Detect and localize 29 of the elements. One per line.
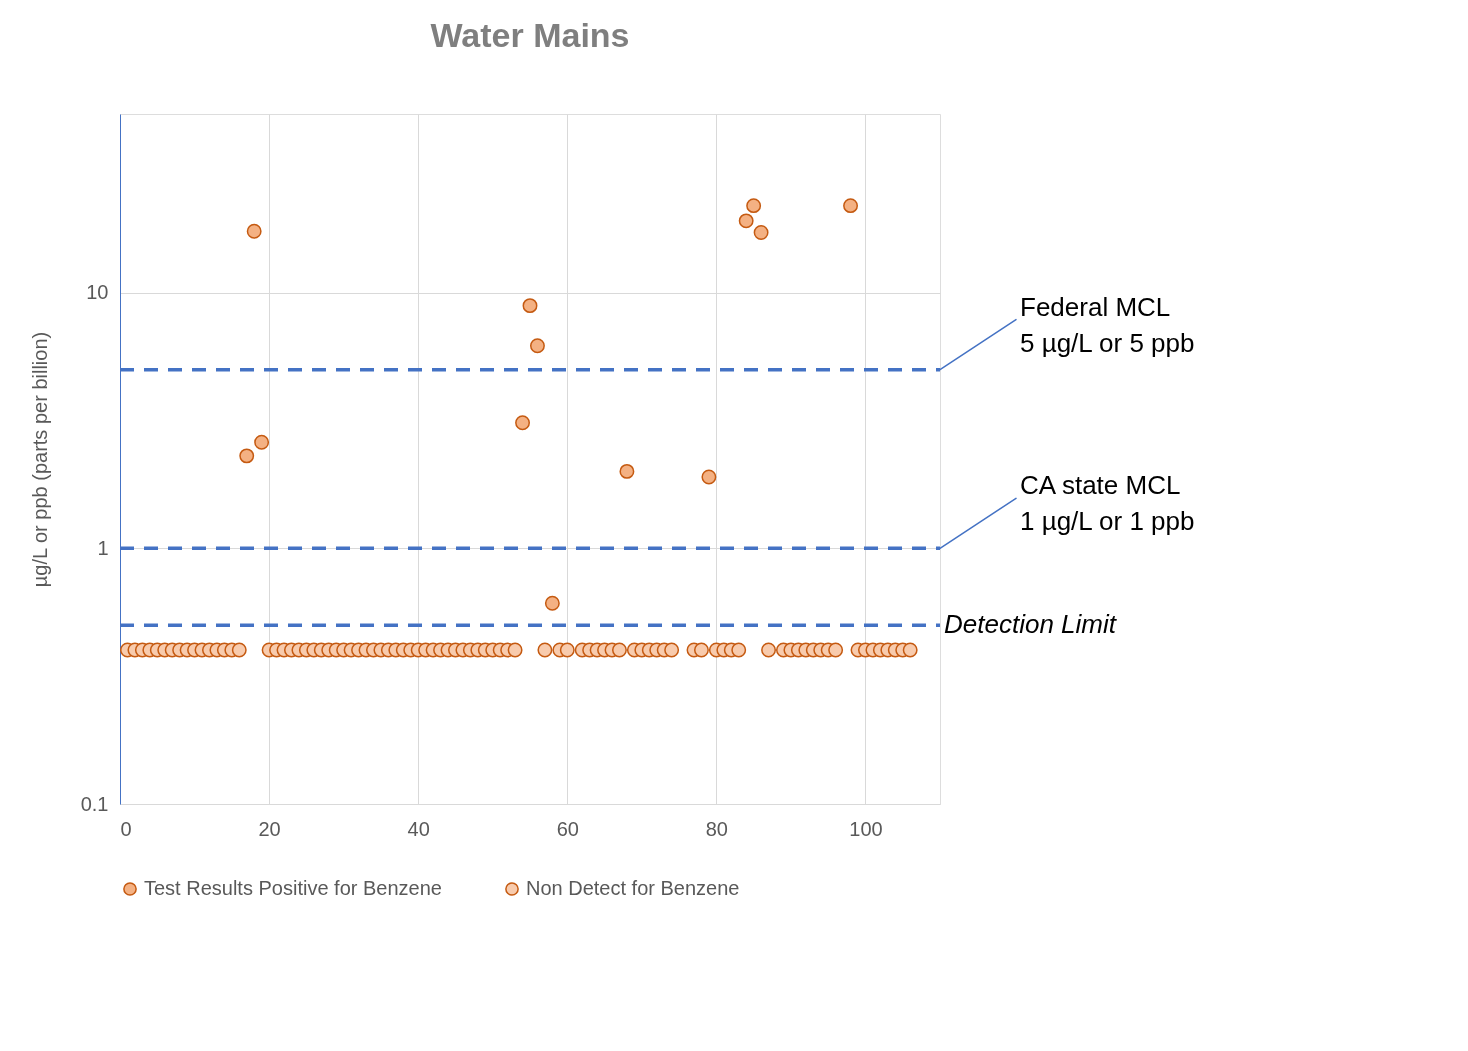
x-tick-label: 0: [120, 817, 132, 840]
x-tick-label: 100: [849, 817, 883, 840]
x-tick-label: 40: [407, 817, 430, 840]
point: [753, 225, 769, 240]
chart-title: Water Mains: [430, 16, 630, 54]
point: [239, 448, 255, 464]
x-tick-label: 20: [258, 817, 281, 840]
ref-line-label: CA state MCL 1 µg/L or 1 ppb: [1020, 470, 1195, 537]
point: [738, 213, 754, 229]
point: [254, 434, 270, 450]
point: [619, 463, 635, 479]
y-tick-label: 10: [86, 281, 109, 304]
ref-line-label: Detection Limit: [944, 609, 1118, 640]
point: [530, 338, 545, 354]
point: [246, 223, 262, 239]
y-tick-label: 1: [97, 536, 109, 559]
y-tick-label: 0.1: [80, 792, 109, 815]
ref-line-label: Federal MCL 5 µg/L or 5 ppb: [1020, 291, 1195, 358]
point: [701, 469, 717, 485]
legend-label: Test Results Positive for Benzene: [144, 877, 442, 899]
y-axis-title: µg/L or ppb (parts per billion): [28, 331, 51, 588]
point: [843, 198, 858, 214]
legend-label: Non Detect for Benzene: [526, 877, 740, 899]
x-tick-label: 80: [705, 817, 728, 840]
point: [515, 415, 530, 431]
point: [544, 595, 560, 611]
point: [522, 298, 538, 314]
x-tick-label: 60: [556, 817, 579, 840]
point: [746, 198, 762, 214]
